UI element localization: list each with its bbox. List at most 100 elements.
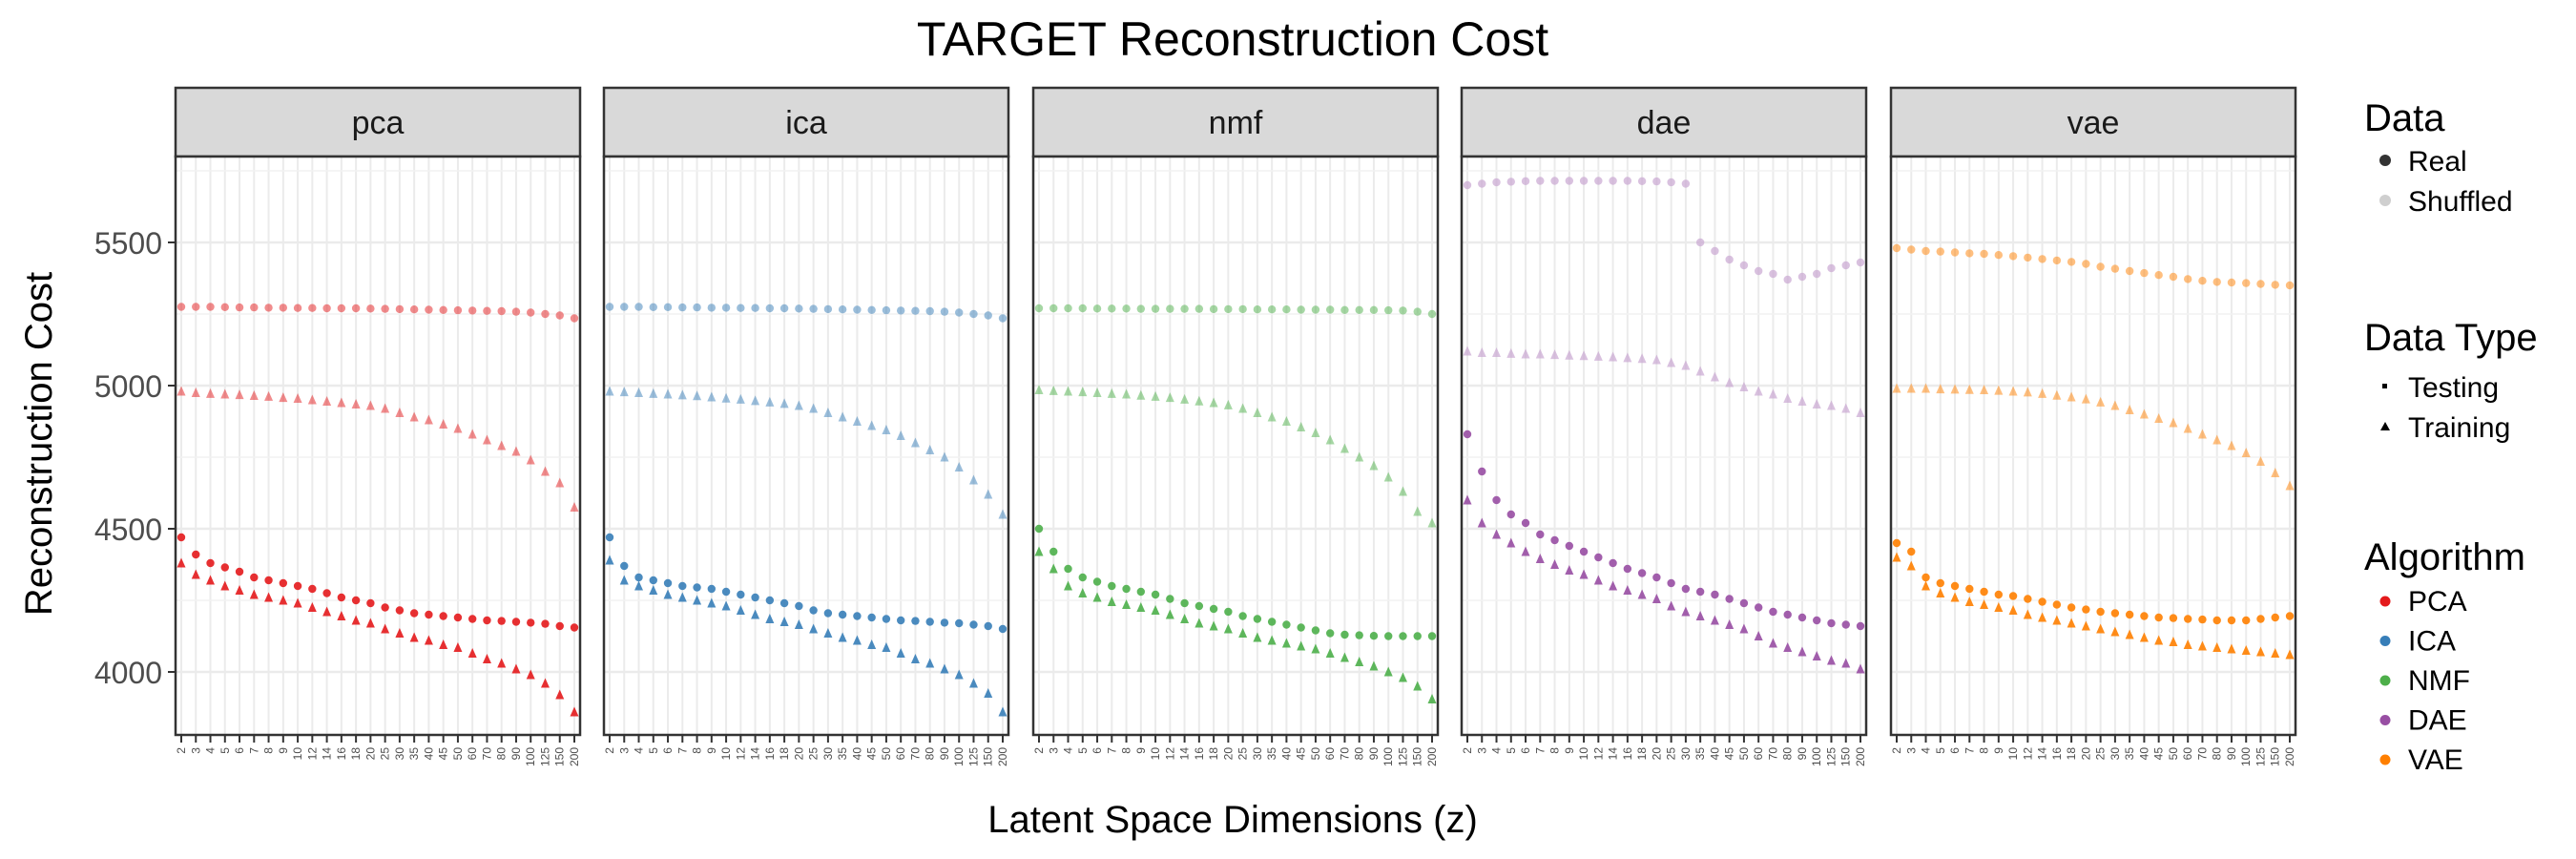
data-point bbox=[541, 309, 550, 319]
x-tick-label: 70 bbox=[2195, 747, 2209, 761]
data-point bbox=[1594, 177, 1603, 185]
x-tick-label: 9 bbox=[277, 747, 290, 754]
data-point bbox=[998, 624, 1008, 634]
legend-key-shuffled bbox=[2379, 195, 2391, 206]
data-point bbox=[351, 399, 361, 409]
x-tick-label: 40 bbox=[850, 747, 863, 761]
data-point bbox=[1413, 681, 1423, 691]
data-point bbox=[737, 304, 745, 312]
data-point bbox=[984, 311, 992, 320]
data-point bbox=[619, 387, 629, 397]
data-point bbox=[1034, 546, 1044, 556]
facet-strip bbox=[174, 86, 582, 158]
data-point bbox=[264, 390, 274, 401]
data-point bbox=[838, 411, 847, 422]
x-tick-label: 14 bbox=[1607, 747, 1620, 761]
data-point bbox=[1652, 177, 1661, 186]
x-tick-label: 14 bbox=[321, 747, 334, 761]
data-point bbox=[293, 597, 302, 608]
data-point bbox=[1427, 517, 1437, 528]
data-point bbox=[1384, 632, 1393, 640]
data-point bbox=[365, 400, 375, 410]
facet-label-ica: ica bbox=[785, 105, 827, 141]
y-tick-label: 5000 bbox=[94, 369, 162, 404]
x-tick-label: 150 bbox=[1839, 747, 1853, 766]
data-point bbox=[1739, 598, 1749, 608]
data-point bbox=[206, 575, 216, 585]
panel-border bbox=[1889, 155, 2297, 737]
data-point bbox=[1739, 623, 1749, 634]
legend-label-ica: ICA bbox=[2408, 626, 2456, 658]
x-tick-label: 2 bbox=[1890, 747, 1903, 754]
data-point bbox=[1565, 177, 1574, 185]
data-point bbox=[1856, 408, 1865, 417]
data-point bbox=[1478, 179, 1486, 188]
data-point bbox=[2139, 409, 2149, 419]
data-point bbox=[1841, 403, 1851, 413]
data-point bbox=[954, 669, 964, 680]
data-point bbox=[1695, 366, 1705, 376]
data-point bbox=[1209, 604, 1218, 614]
data-point bbox=[794, 400, 803, 410]
data-point bbox=[1536, 530, 1545, 539]
data-point bbox=[925, 658, 935, 668]
x-tick-label: 80 bbox=[1781, 747, 1795, 761]
x-tick-label: 35 bbox=[407, 747, 421, 761]
data-point bbox=[736, 605, 745, 615]
data-point bbox=[809, 403, 819, 413]
data-point bbox=[1739, 261, 1749, 270]
data-point bbox=[1108, 304, 1116, 313]
data-point bbox=[867, 305, 876, 314]
legend-key-ica bbox=[2379, 636, 2391, 646]
data-point bbox=[1340, 305, 1349, 314]
facet-strip bbox=[602, 86, 1010, 158]
data-point bbox=[1827, 263, 1836, 273]
data-point bbox=[1994, 251, 2004, 260]
legend-key-nmf bbox=[2379, 675, 2391, 686]
data-point bbox=[497, 306, 506, 316]
data-point bbox=[867, 420, 877, 430]
data-point bbox=[264, 592, 274, 602]
data-point bbox=[2154, 635, 2164, 645]
panel-border bbox=[1031, 155, 1440, 737]
x-tick-label: 100 bbox=[952, 747, 966, 766]
data-point bbox=[1078, 304, 1087, 313]
x-tick-label: 60 bbox=[466, 747, 479, 761]
series-shuffled-testing bbox=[177, 303, 579, 323]
data-point bbox=[1195, 618, 1204, 628]
data-point bbox=[1936, 247, 1944, 256]
legend-label-vae: VAE bbox=[2408, 744, 2463, 776]
data-point bbox=[527, 308, 535, 317]
series-real-testing bbox=[177, 533, 579, 632]
data-point bbox=[620, 303, 629, 311]
data-point bbox=[2212, 278, 2221, 286]
data-point bbox=[1535, 348, 1545, 359]
data-point bbox=[779, 617, 789, 626]
data-point bbox=[1652, 354, 1661, 365]
x-tick-label: 30 bbox=[393, 747, 406, 761]
data-point bbox=[1399, 632, 1407, 640]
data-point bbox=[1652, 573, 1661, 582]
data-point bbox=[2052, 615, 2062, 625]
x-tick-label: 3 bbox=[1047, 747, 1060, 754]
x-axis-label: Latent Space Dimensions (z) bbox=[987, 799, 1478, 841]
data-point bbox=[337, 397, 346, 408]
data-point bbox=[1609, 177, 1617, 185]
x-tick-label: 25 bbox=[1236, 747, 1250, 761]
x-tick-label: 70 bbox=[908, 747, 922, 761]
data-point bbox=[1478, 467, 1486, 476]
legend-key-dae bbox=[2379, 715, 2391, 725]
data-point bbox=[1224, 607, 1233, 617]
data-point bbox=[693, 303, 701, 312]
data-point bbox=[381, 623, 390, 634]
x-tick-label: 5 bbox=[1934, 747, 1947, 754]
data-point bbox=[1151, 390, 1160, 401]
data-point bbox=[1667, 357, 1676, 367]
data-point bbox=[409, 305, 419, 314]
data-point bbox=[1813, 269, 1821, 279]
x-tick-label: 18 bbox=[1635, 747, 1649, 761]
data-point bbox=[467, 648, 477, 658]
x-tick-label: 4 bbox=[633, 747, 646, 754]
data-point bbox=[882, 425, 891, 434]
